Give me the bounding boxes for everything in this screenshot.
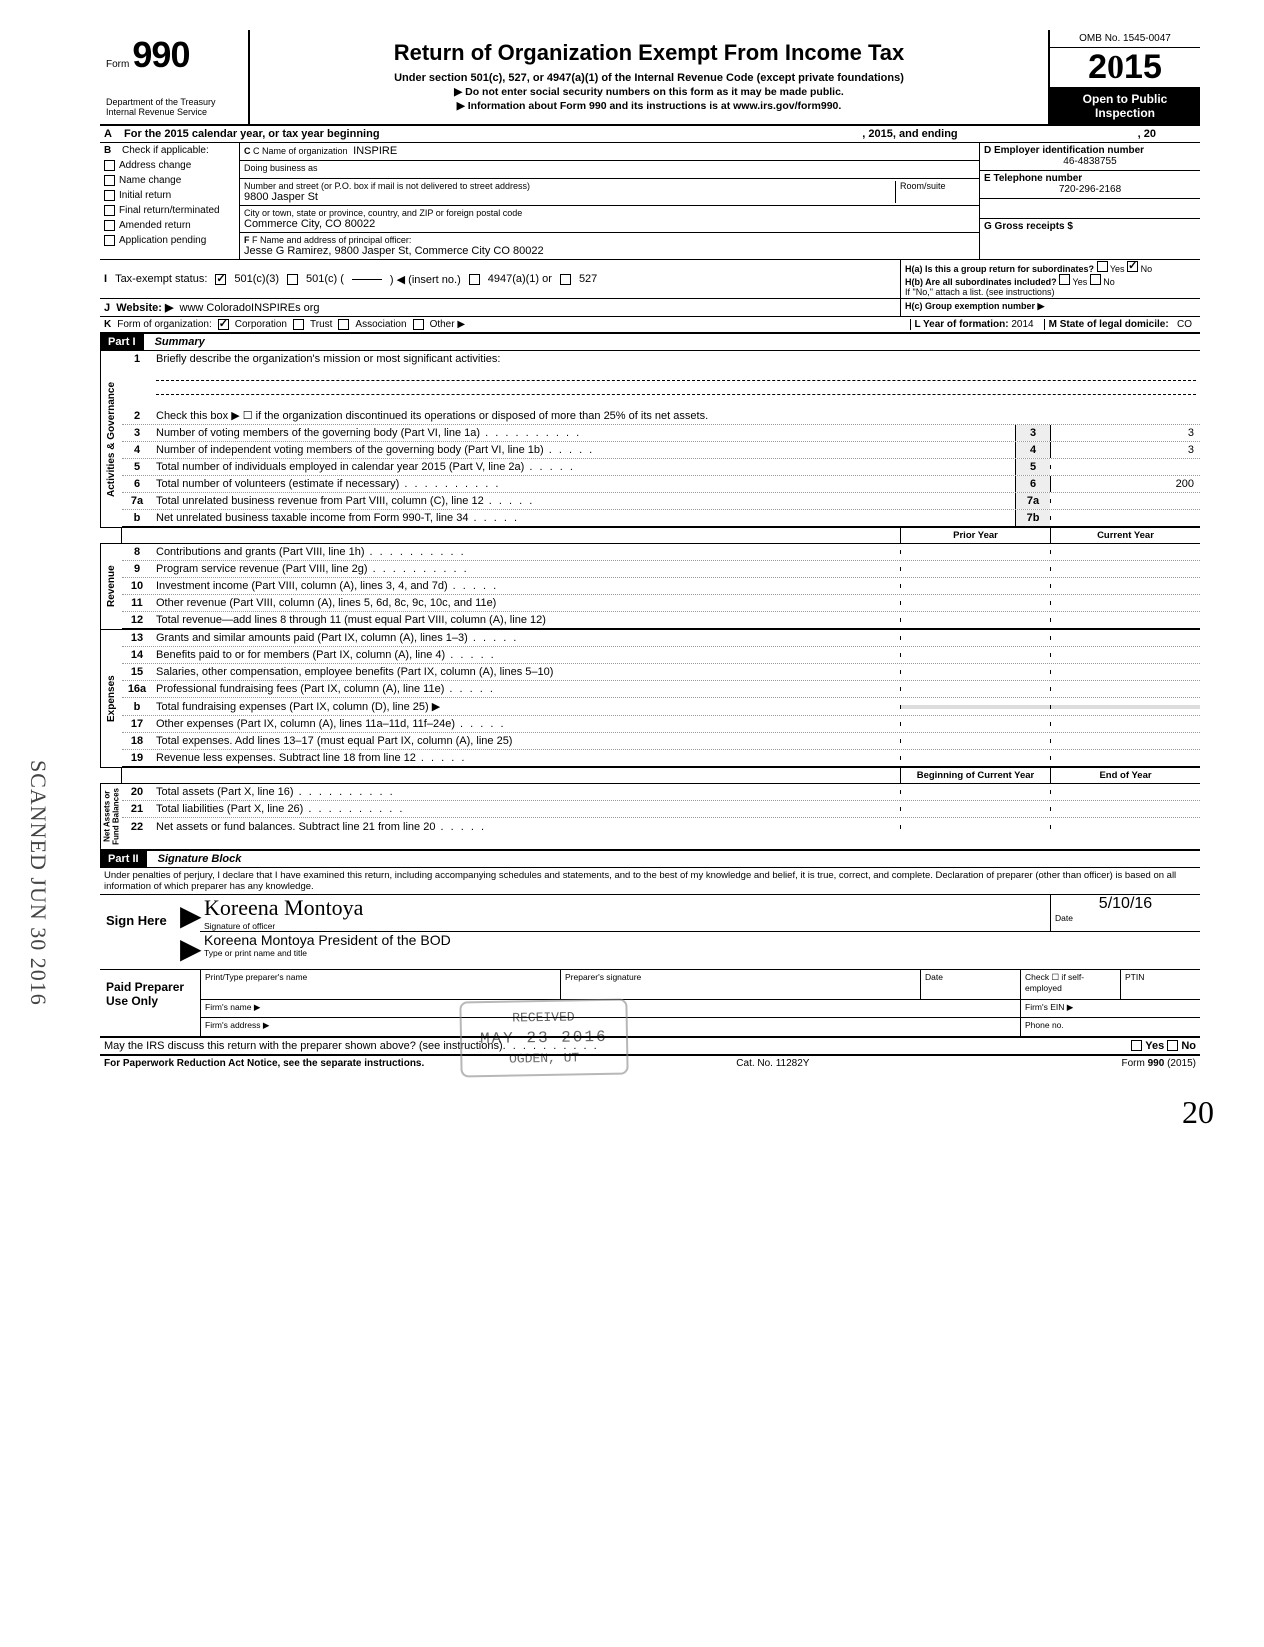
form-prefix: Form xyxy=(106,59,129,70)
col-org-info: C C Name of organization INSPIRE Doing b… xyxy=(240,143,980,259)
form-header: Form 990 Department of the Treasury Inte… xyxy=(100,30,1200,126)
chk-discuss-yes[interactable] xyxy=(1131,1040,1142,1051)
org-name: INSPIRE xyxy=(353,145,397,157)
website: www ColoradoINSPIREs org xyxy=(180,302,320,314)
line-i-letter: I xyxy=(104,273,107,285)
chk-501c3[interactable] xyxy=(215,274,226,285)
omb-number: OMB No. 1545-0047 xyxy=(1050,30,1200,48)
chk-name[interactable] xyxy=(104,175,115,186)
chk-assoc[interactable] xyxy=(338,319,349,330)
chk-ha-no[interactable] xyxy=(1127,261,1138,272)
part1-header: Part I Summary xyxy=(100,334,1200,351)
header-left: Form 990 Department of the Treasury Inte… xyxy=(100,30,250,124)
part2-header: Part II Signature Block xyxy=(100,851,1200,868)
chk-527[interactable] xyxy=(560,274,571,285)
form-title: Return of Organization Exempt From Incom… xyxy=(260,40,1038,66)
state-domicile: CO xyxy=(1177,319,1192,330)
chk-address[interactable] xyxy=(104,160,115,171)
sign-block: Sign Here ▶▶ Koreena Montoya Signature o… xyxy=(100,895,1200,970)
chk-hb-no[interactable] xyxy=(1090,274,1101,285)
col-right-info: D Employer identification number46-48387… xyxy=(980,143,1200,259)
org-city: Commerce City, CO 80022 xyxy=(244,218,975,230)
val-6: 200 xyxy=(1050,476,1200,492)
note2: ▶ Information about Form 990 and its ins… xyxy=(260,100,1038,112)
form-990-container: Form 990 Department of the Treasury Inte… xyxy=(100,30,1200,1071)
scanned-stamp: SCANNED JUN 30 2016 xyxy=(25,760,51,1006)
note1: ▶ Do not enter social security numbers o… xyxy=(260,86,1038,98)
chk-corp[interactable] xyxy=(218,319,229,330)
val-3: 3 xyxy=(1050,425,1200,441)
val-4: 3 xyxy=(1050,442,1200,458)
section-activities: Activities & Governance 1 Briefly descri… xyxy=(100,351,1200,528)
chk-other[interactable] xyxy=(413,319,424,330)
phone: 720-296-2168 xyxy=(984,184,1196,195)
dept: Department of the Treasury Internal Reve… xyxy=(106,98,242,118)
chk-initial[interactable] xyxy=(104,190,115,201)
page-number: 20 xyxy=(1182,1094,1214,1131)
chk-discuss-no[interactable] xyxy=(1167,1040,1178,1051)
chk-amended[interactable] xyxy=(104,220,115,231)
paid-preparer-block: Paid Preparer Use Only Print/Type prepar… xyxy=(100,970,1200,1038)
chk-trust[interactable] xyxy=(293,319,304,330)
col-checkboxes: B Check if applicable: Address change Na… xyxy=(100,143,240,259)
section-net-assets: Net Assets or Fund Balances 20Total asse… xyxy=(100,784,1200,851)
header-right: OMB No. 1545-0047 2015 Open to Public In… xyxy=(1050,30,1200,124)
chk-ha-yes[interactable] xyxy=(1097,261,1108,272)
footer: For Paperwork Reduction Act Notice, see … xyxy=(100,1056,1200,1071)
val-5 xyxy=(1050,465,1200,469)
chk-final[interactable] xyxy=(104,205,115,216)
chk-hb-yes[interactable] xyxy=(1059,274,1070,285)
name-title: Koreena Montoya President of the BOD xyxy=(204,932,1196,948)
signature: Koreena Montoya xyxy=(204,895,1046,921)
open-public: Open to Public Inspection xyxy=(1050,88,1200,124)
chk-pending[interactable] xyxy=(104,235,115,246)
chk-4947[interactable] xyxy=(469,274,480,285)
ein: 46-4838755 xyxy=(984,156,1196,167)
org-address: 9800 Jasper St xyxy=(244,191,895,203)
block-b-g: B Check if applicable: Address change Na… xyxy=(100,143,1200,260)
officer: Jesse G Ramirez, 9800 Jasper St, Commerc… xyxy=(244,245,975,257)
declaration: Under penalties of perjury, I declare th… xyxy=(100,868,1200,895)
section-revenue: Revenue 8Contributions and grants (Part … xyxy=(100,544,1200,630)
chk-501c[interactable] xyxy=(287,274,298,285)
sig-date: 5/10/16 xyxy=(1055,895,1196,913)
header-center: Return of Organization Exempt From Incom… xyxy=(250,30,1050,124)
section-expenses: Expenses 13Grants and similar amounts pa… xyxy=(100,630,1200,768)
tax-year: 2015 xyxy=(1050,48,1200,88)
line-a: A For the 2015 calendar year, or tax yea… xyxy=(100,126,1200,143)
subtitle: Under section 501(c), 527, or 4947(a)(1)… xyxy=(260,72,1038,84)
form-number: 990 xyxy=(132,34,189,75)
year-formation: 2014 xyxy=(1011,319,1033,330)
